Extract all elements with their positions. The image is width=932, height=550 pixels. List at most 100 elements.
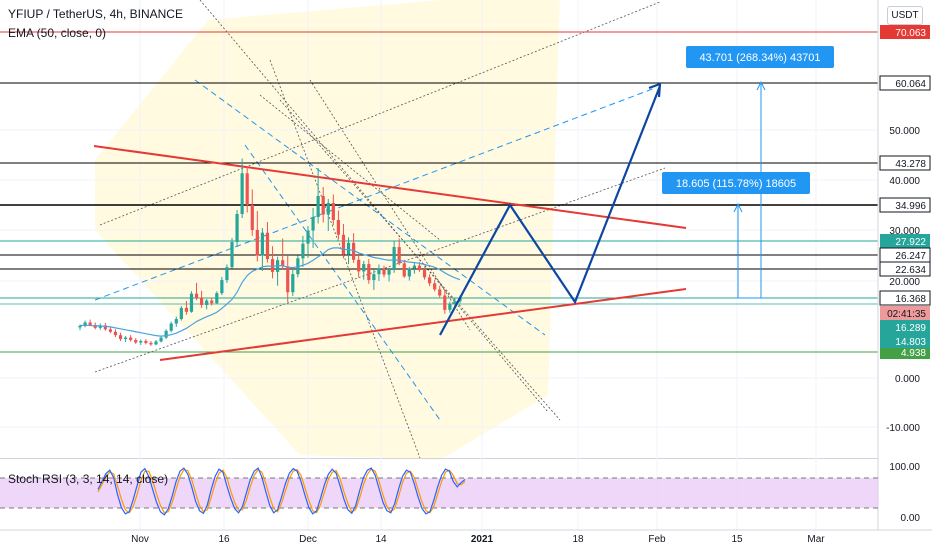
- ema-line: [80, 247, 461, 337]
- symbol-title: YFIUP / TetherUS, 4h, BINANCE: [8, 7, 183, 21]
- projection-path: [439, 85, 662, 336]
- candle-body: [301, 243, 305, 259]
- candle-body: [326, 202, 330, 215]
- candle-body: [189, 293, 194, 312]
- candle-body: [179, 307, 183, 320]
- candle-body: [215, 293, 219, 304]
- currency-button[interactable]: USDT: [887, 6, 923, 25]
- candle-body: [397, 247, 401, 264]
- candle-body: [352, 242, 356, 260]
- candle-body: [377, 268, 381, 275]
- candle-body: [225, 267, 229, 281]
- candle-body: [154, 341, 158, 345]
- ema-indicator-label[interactable]: EMA (50, close, 0): [8, 26, 107, 40]
- candle-body: [412, 265, 416, 269]
- candle-body: [205, 300, 209, 305]
- candle-body: [382, 268, 386, 275]
- price-flag-text: 02:41:35: [887, 309, 926, 320]
- candle-body: [407, 268, 411, 277]
- price-tick: 0.000: [895, 374, 920, 385]
- level-price-text: 60.064: [895, 79, 926, 90]
- level-price-box: [880, 25, 930, 39]
- candle-body: [174, 319, 178, 324]
- stoch-k-line: [97, 467, 466, 516]
- candle-body: [331, 202, 335, 220]
- candle-body: [255, 230, 259, 256]
- dashed-fib-line-b: [244, 144, 441, 421]
- measure-label-text: 43.701 (268.34%) 43701: [699, 52, 820, 64]
- channel-lower-line: [94, 167, 666, 373]
- candle-body: [422, 270, 427, 278]
- candle-body: [362, 264, 366, 272]
- rsi-tick: 0.00: [901, 513, 921, 524]
- price-tick: 50.000: [889, 126, 920, 137]
- time-tick: 15: [731, 534, 743, 545]
- price-tick: 30.000: [889, 226, 920, 237]
- candle-body: [144, 340, 148, 343]
- candle-body: [169, 323, 173, 331]
- time-tick: Nov: [131, 534, 149, 545]
- candle-body: [291, 274, 295, 293]
- candle-body: [402, 263, 406, 277]
- price-tick: 40.000: [889, 176, 920, 187]
- measure-label-text: 18.605 (115.78%) 18605: [676, 178, 796, 190]
- time-tick: Mar: [807, 534, 825, 545]
- candle-body: [316, 195, 320, 217]
- candle-body: [164, 330, 168, 338]
- measure-label-box: [686, 46, 834, 68]
- level-price-text: 43.278: [895, 159, 926, 170]
- time-tick: Feb: [648, 534, 666, 545]
- candle-body: [113, 331, 118, 336]
- candle-body: [341, 234, 346, 255]
- level-price-text: 16.368: [895, 294, 926, 305]
- candle-body: [139, 340, 143, 343]
- candle-body: [149, 342, 153, 345]
- time-axis-bg: [0, 530, 932, 550]
- dashed-fib-line-a: [194, 79, 546, 336]
- candle-body: [453, 301, 457, 304]
- time-tick: 18: [572, 534, 584, 545]
- time-tick: Dec: [299, 534, 317, 545]
- measure-arrowhead-small: [733, 202, 743, 213]
- time-tick: 2021: [471, 534, 494, 545]
- candle-body: [220, 280, 224, 294]
- candle-body: [311, 216, 315, 231]
- level-price-box: [879, 155, 931, 171]
- candle-body: [230, 242, 234, 268]
- level-price-label: 27.922: [880, 234, 930, 248]
- candle-body: [194, 293, 199, 298]
- candle-body: [306, 230, 310, 244]
- level-price-label: 60.064: [879, 75, 931, 91]
- price-flag-text: 14.803: [895, 337, 926, 348]
- stoch-d-line: [97, 468, 466, 514]
- candle-body: [210, 300, 214, 304]
- level-price-box: [879, 261, 931, 277]
- price-tick: 20.000: [889, 277, 920, 288]
- candle-body: [417, 265, 422, 271]
- level-price-label: 16.368: [879, 290, 931, 306]
- candle-body: [428, 277, 432, 284]
- candle-body: [367, 264, 371, 281]
- fib-fan-line: [269, 59, 421, 459]
- candle-body: [392, 247, 396, 271]
- candle-body: [124, 337, 128, 340]
- candle-body: [103, 325, 107, 330]
- price-flag-box: [880, 334, 930, 348]
- candle-body: [240, 173, 244, 214]
- candle-body: [118, 335, 123, 340]
- candle-body: [357, 259, 361, 272]
- candle-body: [200, 297, 204, 305]
- candle-body: [321, 195, 325, 215]
- candle-body: [265, 232, 270, 260]
- price-flag-box: [880, 306, 930, 320]
- price-flag-text: 16.289: [895, 323, 926, 334]
- level-price-label: 26.247: [879, 247, 931, 263]
- measure-arrowhead-large: [756, 80, 766, 91]
- candle-body: [78, 325, 82, 328]
- price-flag: 14.803: [880, 334, 930, 348]
- fib-outer-line: [199, 0, 549, 413]
- level-price-box: [880, 345, 930, 359]
- fib-mid-line: [279, 99, 561, 421]
- candle-body: [286, 266, 290, 293]
